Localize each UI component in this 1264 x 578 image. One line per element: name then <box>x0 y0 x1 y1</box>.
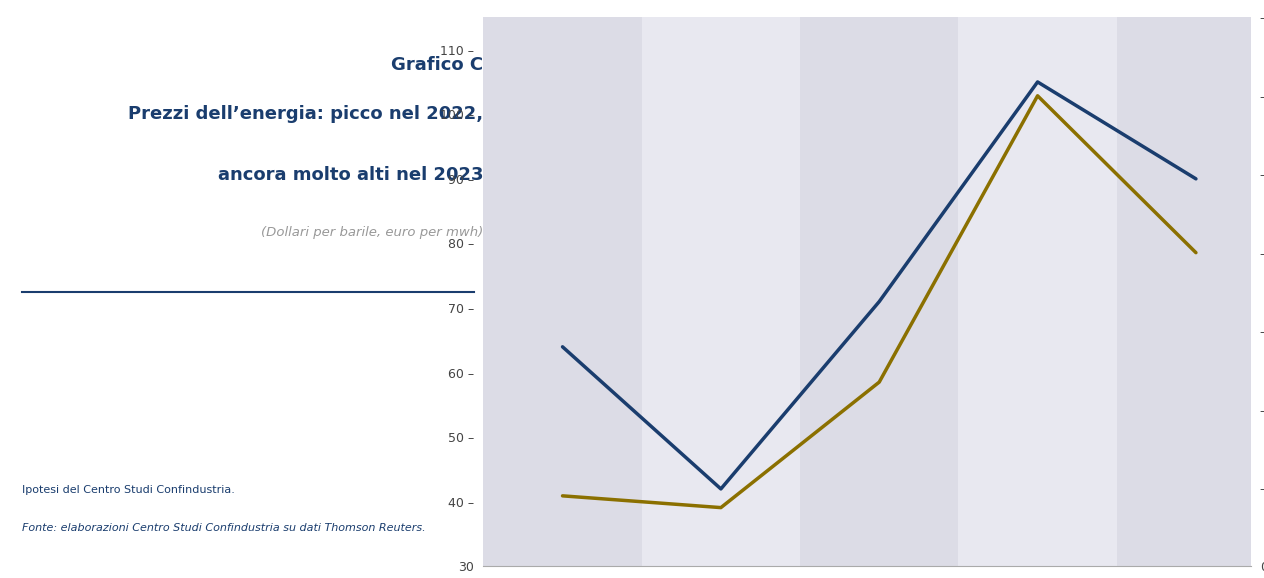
Text: Ipotesi del Centro Studi Confindustria.: Ipotesi del Centro Studi Confindustria. <box>21 485 235 495</box>
Text: (Dollari per barile, euro per mwh): (Dollari per barile, euro per mwh) <box>262 226 483 239</box>
Text: Grafico C: Grafico C <box>392 56 483 74</box>
Text: ancora molto alti nel 2023: ancora molto alti nel 2023 <box>217 166 483 184</box>
Text: Prezzi dell’energia: picco nel 2022,: Prezzi dell’energia: picco nel 2022, <box>128 105 483 123</box>
Bar <box>642 17 800 566</box>
Bar <box>1117 17 1251 566</box>
Bar <box>958 17 1117 566</box>
Bar <box>800 17 958 566</box>
Text: Fonte: elaborazioni Centro Studi Confindustria su dati Thomson Reuters.: Fonte: elaborazioni Centro Studi Confind… <box>21 524 426 533</box>
Bar <box>483 17 642 566</box>
